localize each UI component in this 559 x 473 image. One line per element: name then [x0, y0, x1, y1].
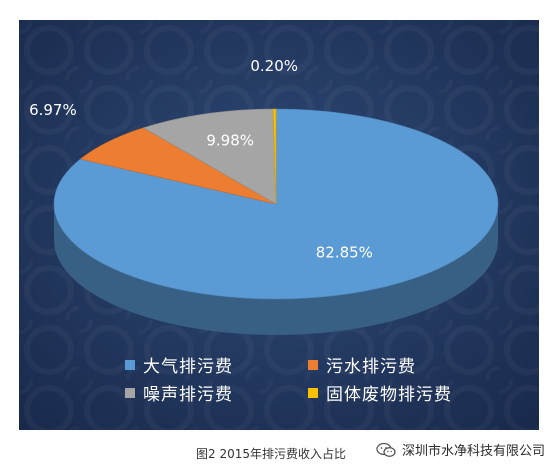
pie-slice — [142, 108, 277, 205]
pie-labels: 82.85% 6.97% 9.98% 0.20% — [29, 57, 373, 262]
pie-slice — [272, 108, 277, 205]
wechat-icon — [376, 442, 396, 457]
data-label: 82.85% — [316, 243, 373, 261]
watermark: 深圳市水净科技有限公司 — [376, 440, 545, 459]
pie-sides — [54, 204, 498, 335]
data-label: 9.98% — [206, 132, 254, 150]
pie-slice — [53, 108, 499, 300]
pie-tops — [53, 108, 499, 300]
pie-slice-side — [54, 204, 498, 335]
data-label: 6.97% — [29, 101, 77, 119]
data-label: 0.20% — [250, 57, 298, 75]
watermark-text: 深圳市水净科技有限公司 — [402, 444, 546, 459]
figure-caption: 图2 2015年排污费收入占比 — [196, 447, 346, 461]
pie-chart: 82.85% 6.97% 9.98% 0.20% — [19, 20, 539, 430]
chart-panel: 82.85% 6.97% 9.98% 0.20% 大气排污费 污水排污费 噪声排污费 … — [19, 20, 539, 430]
